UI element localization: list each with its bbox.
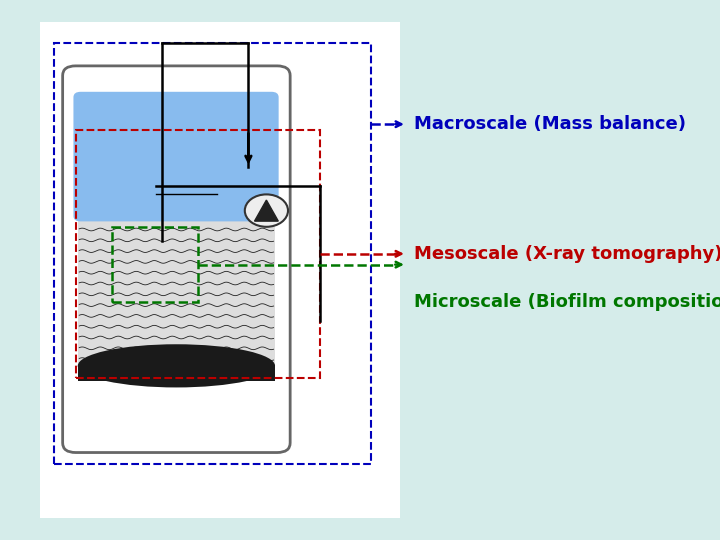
FancyBboxPatch shape <box>73 92 279 221</box>
Text: Macroscale (Mass balance): Macroscale (Mass balance) <box>414 115 686 133</box>
Ellipse shape <box>78 345 275 388</box>
Bar <box>78 366 275 381</box>
Circle shape <box>245 194 288 227</box>
Bar <box>76 130 320 378</box>
Text: Mesoscale (X-ray tomography): Mesoscale (X-ray tomography) <box>414 245 720 263</box>
Bar <box>54 43 371 464</box>
Text: Microscale (Biofilm composition): Microscale (Biofilm composition) <box>414 293 720 312</box>
Bar <box>40 22 400 518</box>
Bar <box>78 138 275 375</box>
FancyBboxPatch shape <box>63 66 290 453</box>
Bar <box>112 227 198 302</box>
Polygon shape <box>255 200 279 221</box>
